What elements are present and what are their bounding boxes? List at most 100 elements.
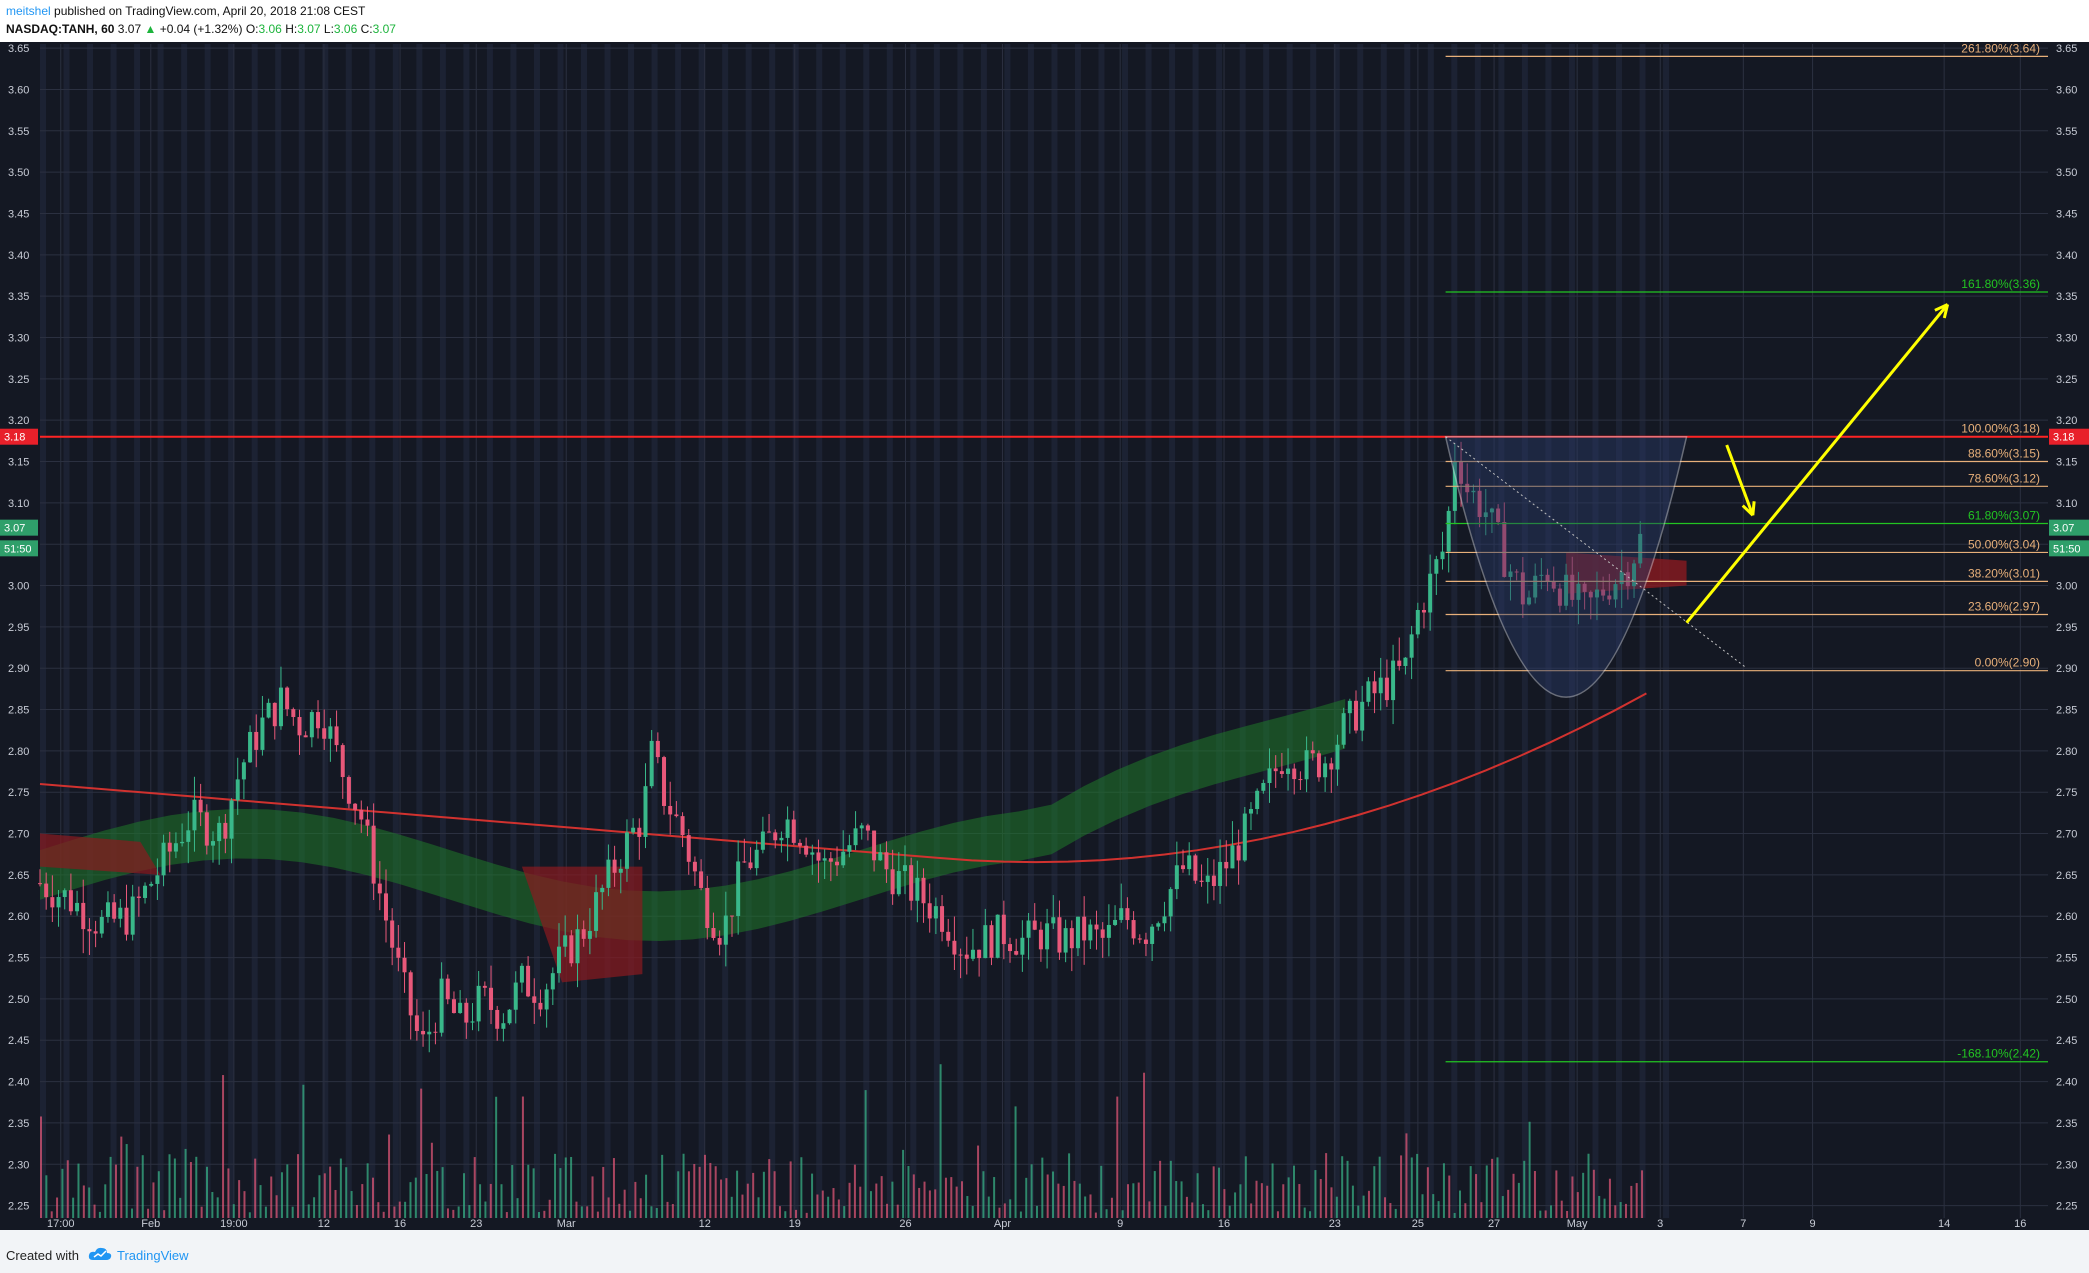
volume-bar: [452, 1209, 455, 1218]
volume-bar: [709, 1162, 712, 1218]
candle-body: [260, 717, 265, 750]
volume-bar: [1550, 1205, 1553, 1218]
volume-bar: [1367, 1190, 1370, 1218]
volume-bar: [1298, 1184, 1301, 1218]
volume-bar: [800, 1157, 803, 1218]
volume-bar: [1630, 1185, 1633, 1218]
x-tick-label: 27: [1488, 1218, 1500, 1230]
candle-body: [699, 871, 704, 888]
candle-body: [217, 822, 222, 842]
candle-body: [649, 740, 654, 787]
y-tick-label-left: 2.25: [8, 1201, 29, 1213]
volume-bar: [1196, 1173, 1199, 1218]
y-tick-label-right: 2.45: [2056, 1035, 2077, 1047]
volume-bar: [768, 1159, 771, 1218]
candle-body: [841, 851, 846, 866]
candle-body: [1483, 512, 1488, 518]
volume-bar: [179, 1197, 182, 1218]
candle-body: [1415, 610, 1420, 635]
volume-bar: [61, 1168, 64, 1218]
candle-body: [1051, 917, 1056, 924]
candle-body: [637, 827, 642, 837]
volume-bar: [1496, 1157, 1499, 1218]
volume-bar: [971, 1205, 974, 1218]
candle-body: [1378, 677, 1383, 694]
volume-bar: [1153, 1171, 1156, 1218]
tradingview-cloud-icon[interactable]: [88, 1246, 112, 1265]
volume-bar: [409, 1182, 412, 1218]
volume-bar: [120, 1136, 123, 1218]
volume-bar: [1608, 1178, 1611, 1218]
session-band: [863, 44, 870, 1218]
fib-level-label: 88.60%(3.15): [1968, 447, 2040, 461]
session-band: [298, 44, 305, 1218]
chart-canvas[interactable]: 3.65 3.65 3.60 3.60 3.55 3.55 3.50 3.50 3.45 3.45…: [0, 42, 2089, 1230]
ichimoku-cloud-bear: [521, 866, 643, 983]
session-band: [1051, 44, 1058, 1218]
volume-bar: [869, 1191, 872, 1218]
volume-bar: [778, 1206, 781, 1218]
candle-body: [563, 935, 568, 947]
candle-body: [1125, 908, 1130, 921]
session-band: [1263, 44, 1270, 1218]
candle-body: [847, 845, 852, 852]
tradingview-brand-link[interactable]: TradingView: [117, 1248, 189, 1263]
volume-bar: [355, 1204, 358, 1218]
y-tick-label-right: 3.10: [2056, 498, 2077, 510]
volume-bar: [596, 1211, 599, 1218]
x-tick-label: 9: [1117, 1218, 1123, 1230]
volume-bar: [650, 1206, 653, 1218]
volume-bar: [377, 1202, 380, 1218]
author-link[interactable]: meitshel: [6, 4, 51, 18]
session-band: [1545, 44, 1552, 1218]
candle-body: [946, 931, 951, 941]
candle-body: [1496, 508, 1501, 523]
volume-bar: [1576, 1192, 1579, 1218]
volume-bar: [634, 1181, 637, 1218]
session-band: [816, 44, 823, 1218]
candle-body: [1286, 768, 1291, 774]
fib-level-label: 161.80%(3.36): [1961, 277, 2040, 291]
fib-level-label: 261.80%(3.64): [1961, 42, 2040, 55]
volume-bar: [414, 1177, 417, 1218]
session-band: [134, 44, 141, 1218]
volume-bar: [1035, 1205, 1038, 1218]
volume-bar: [173, 1158, 176, 1218]
volume-bar: [837, 1199, 840, 1218]
y-tick-label-left: 2.40: [8, 1077, 29, 1089]
x-tick-label: Apr: [994, 1218, 1011, 1230]
volume-bar: [1437, 1201, 1440, 1218]
volume-bar: [1062, 1185, 1065, 1218]
x-tick-label: 12: [318, 1218, 330, 1230]
candle-body: [581, 929, 586, 939]
session-band: [1192, 44, 1199, 1218]
volume-bar: [639, 1198, 642, 1218]
candle-body: [538, 1002, 543, 1010]
x-tick-label: 7: [1740, 1218, 1746, 1230]
x-tick-label: 17:00: [47, 1218, 75, 1230]
candle-body: [1267, 768, 1272, 784]
volume-bar: [195, 1156, 198, 1218]
candle-body: [618, 868, 623, 873]
candle-body: [1329, 763, 1334, 770]
candle-body: [235, 779, 240, 801]
session-band: [651, 44, 658, 1218]
x-tick-label: 16: [1218, 1218, 1230, 1230]
volume-bar: [1271, 1163, 1274, 1218]
candle-body: [161, 842, 166, 876]
volume-bar: [1400, 1155, 1403, 1218]
candle-body: [1150, 926, 1155, 944]
candle-body: [902, 865, 907, 872]
session-band: [40, 44, 46, 1218]
candle-body: [606, 859, 611, 888]
candle-body: [458, 1002, 463, 1014]
candle-body: [316, 712, 321, 729]
chart-header: meitshel published on TradingView.com, A…: [0, 0, 2089, 42]
fib-level-label: 38.20%(3.01): [1968, 566, 2040, 580]
chart-background: [0, 42, 2089, 1230]
session-band: [1004, 44, 1011, 1218]
candle-body: [1168, 889, 1173, 917]
candle-body: [241, 762, 246, 780]
volume-bar: [425, 1174, 428, 1218]
price-tag-left: [0, 540, 38, 557]
